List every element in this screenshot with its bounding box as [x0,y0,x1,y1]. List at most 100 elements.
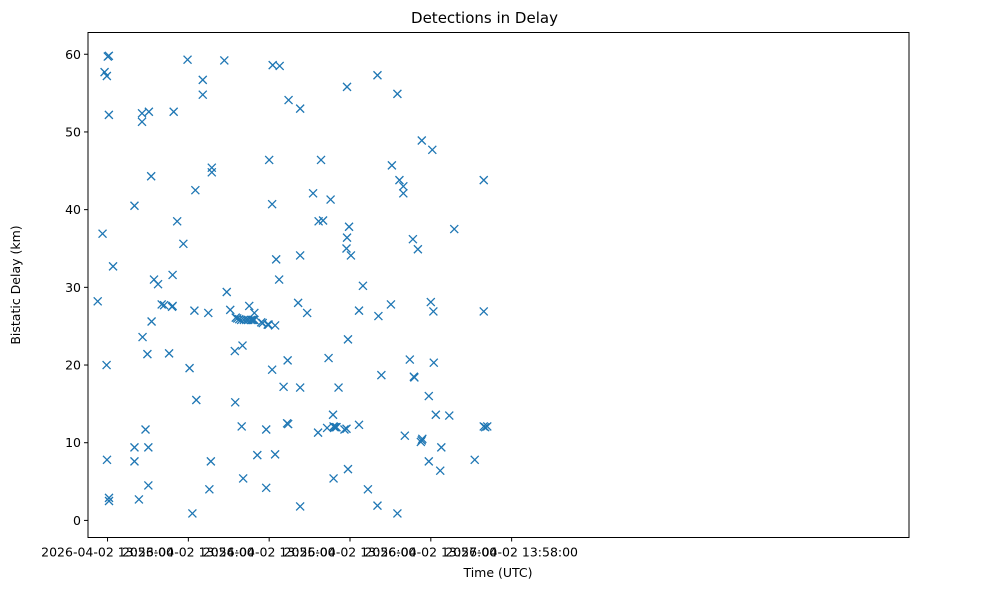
scatter-point [343,334,353,344]
chart-title: Detections in Delay [411,9,558,27]
scatter-point [264,155,274,165]
scatter-point [313,428,323,438]
scatter-point [261,483,271,493]
scatter-point [134,494,144,504]
scatter-point [376,370,386,380]
scatter-point [283,355,293,365]
scatter-point [98,229,108,239]
scatter-point [153,279,163,289]
scatter-point [428,306,438,316]
scatter-point [340,425,349,434]
y-tick-label: 60 [65,47,81,62]
y-tick-label: 40 [65,202,81,217]
scatter-point [308,188,318,198]
scatter-point [444,411,454,420]
scatter-point [295,251,305,260]
data-points [93,51,492,518]
scatter-point [342,233,352,243]
scatter-point [102,455,112,465]
scatter-point [373,311,383,321]
scatter-point [198,90,208,100]
scatter-point [249,308,259,318]
scatter-point [426,297,436,307]
scatter-point [316,155,326,165]
scatter-point [178,239,188,249]
scatter-point [143,480,153,490]
scatter-point [417,434,427,444]
scatter-point [346,251,356,260]
scatter-point [206,456,216,466]
scatter-point [328,410,338,420]
x-tick-label: 2026-04-02 13:58:00 [445,545,578,560]
scatter-point [322,423,332,433]
scatter-point [470,455,480,465]
scatter-point [187,508,197,518]
scatter-point [104,493,114,503]
y-tick-label: 30 [65,280,81,295]
scatter-point [330,422,339,432]
scatter-point [130,456,139,466]
scatter-point [417,136,427,145]
scatter-point [191,395,201,405]
scatter-point [102,360,112,370]
scatter-point [398,181,408,191]
scatter-point [204,484,214,494]
scatter-point [435,466,445,476]
plot-frame [87,32,910,538]
scatter-point [104,110,114,120]
scatter-point [398,188,408,198]
scatter-point [230,397,240,407]
scatter-point [344,222,354,232]
scatter-point [373,501,382,511]
scatter-point [482,421,492,431]
scatter-point [358,281,368,291]
x-tick-label: 2026-04-02 13:54:00 [122,545,255,560]
x-tick-label: 2026-04-02 13:55:00 [203,545,336,560]
scatter-point [332,422,341,432]
scatter-point [424,391,434,401]
scatter-point [279,382,289,392]
scatter-point [270,449,280,459]
scatter-point [480,422,490,432]
scatter-point [449,224,459,234]
scatter-point [373,70,382,80]
scatter-point [258,318,268,328]
scatter-point [143,442,153,452]
scatter-point [295,104,305,114]
scatter-point [146,171,156,181]
scatter-point [238,473,248,483]
scatter-point [284,95,294,105]
scatter-point [363,484,373,494]
x-tick-label: 2026-04-02 13:53:00 [41,545,174,560]
scatter-point [283,419,293,429]
scatter-point [408,234,418,244]
scatter-point [387,160,397,170]
scatter-point [93,296,103,306]
scatter-point [198,75,208,85]
scatter-point [427,145,437,155]
scatter-point [147,317,157,326]
scatter-point [237,421,247,431]
y-axis-label: Bistatic Delay (km) [8,225,23,344]
scatter-point [207,163,217,173]
scatter-point [137,108,147,118]
scatter-point [413,244,423,254]
scatter-point [295,383,305,393]
scatter-point [392,508,402,518]
scatter-point [185,363,195,373]
scatter-point [331,422,341,432]
scatter-point [429,358,439,368]
scatter-point [169,107,179,117]
scatter-point [343,464,353,474]
scatter-point [318,216,328,225]
scatter-point [329,473,339,483]
scatter-point [324,353,334,363]
y-tick-label: 50 [65,124,81,139]
scatter-point [405,355,415,365]
scatter-point [104,51,114,61]
scatter-point [137,117,147,127]
x-tick-label: 2026-04-02 13:57:00 [364,545,497,560]
scatter-point [431,410,441,420]
scatter-point [130,201,139,211]
scatter-point [424,456,434,466]
